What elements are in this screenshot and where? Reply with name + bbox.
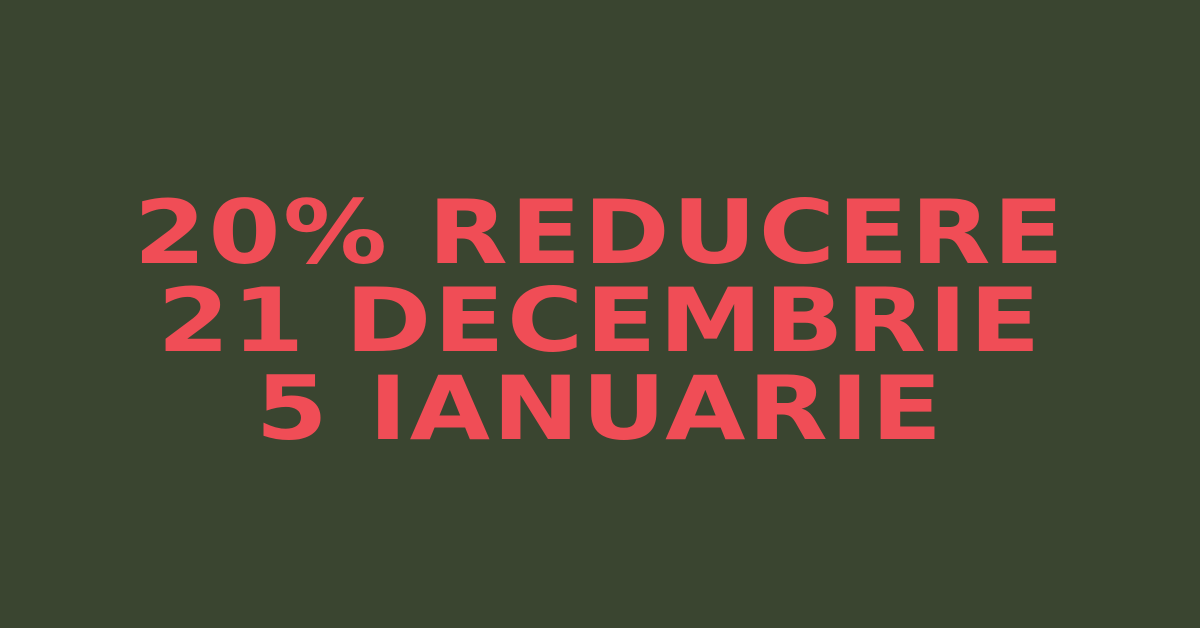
end-date-text: 5 IANUARIE [255,357,945,460]
start-date-text: 21 DECEMBRIE [157,269,1043,372]
discount-text: 20% REDUCERE [133,181,1067,284]
promo-headline: 20% REDUCERE 21 DECEMBRIE 5 IANUARIE [0,189,1200,453]
